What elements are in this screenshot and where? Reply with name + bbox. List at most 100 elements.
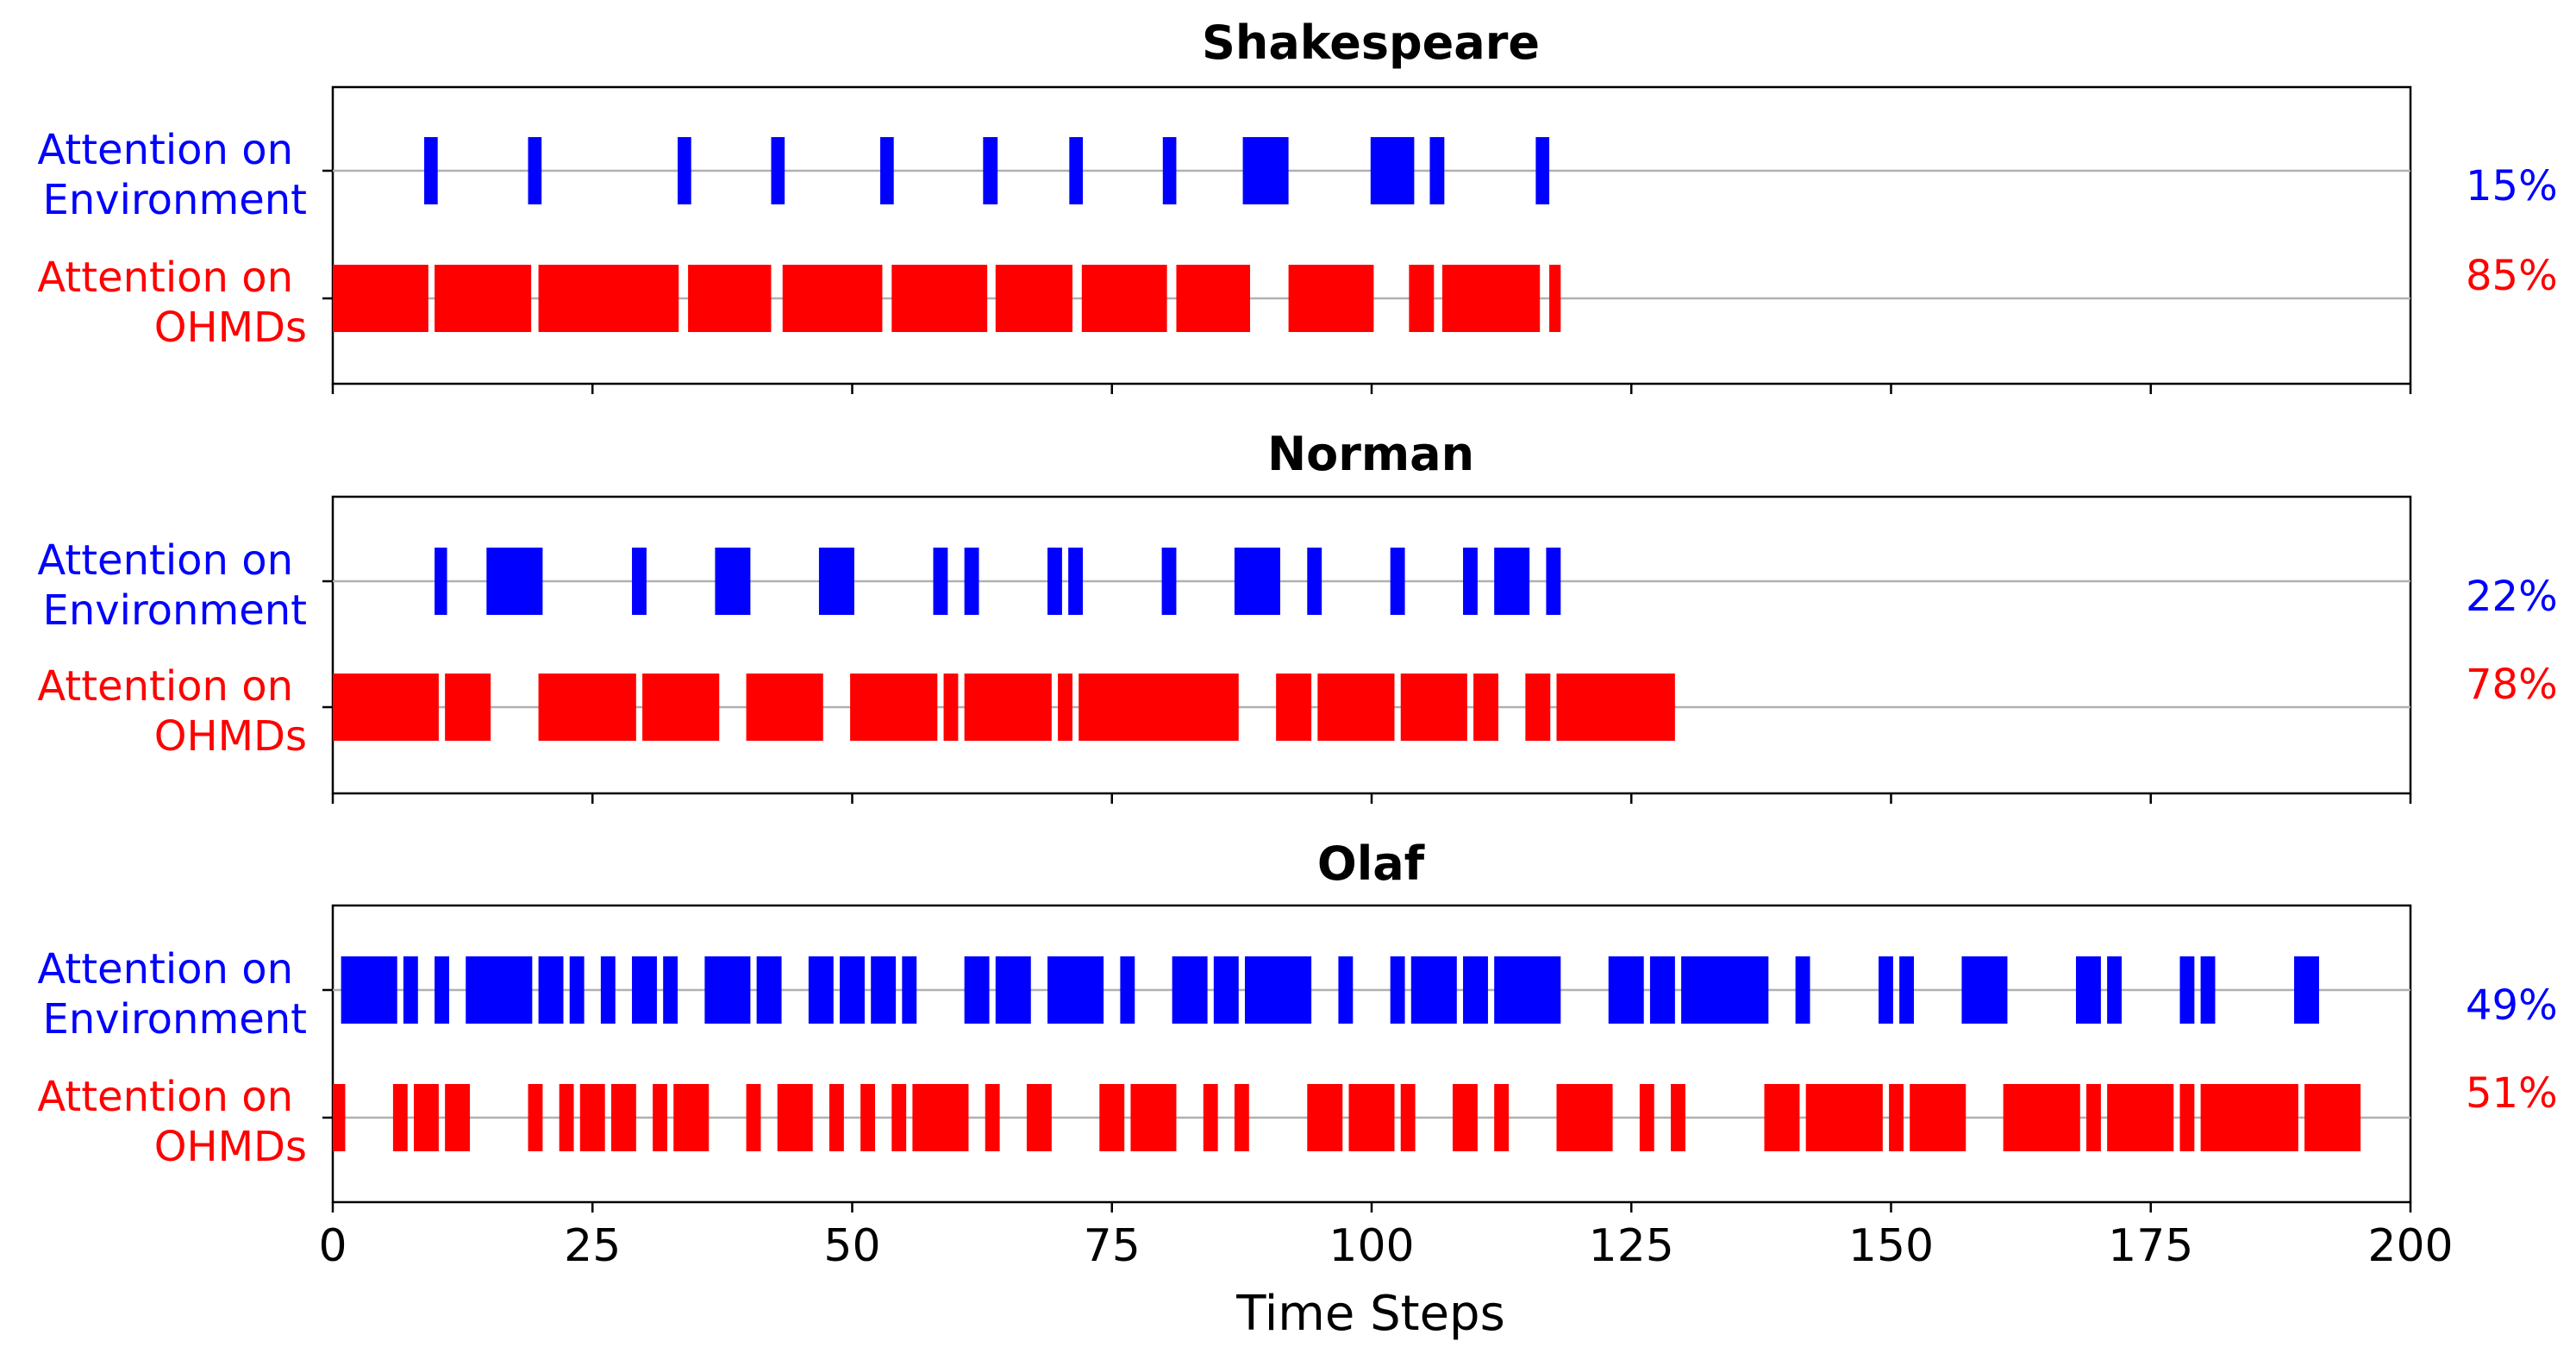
environment-interval-bar [632,956,657,1024]
environment-interval-bar [818,548,854,615]
environment-interval-bar [1162,137,1177,204]
row-label-environment-line2: Environment [43,176,308,224]
environment-bars [435,548,1561,615]
environment-interval-bar [1390,956,1405,1024]
environment-bars [341,956,2319,1024]
environment-interval-bar [1307,548,1322,615]
row-label-environment-line1: Attention on [37,126,293,174]
ohmds-percentage: 78% [2466,661,2558,709]
ohmds-percentage: 85% [2466,252,2558,300]
ohmds-interval-bar [528,1084,543,1151]
ohmds-interval-bar [333,1084,346,1151]
ohmds-interval-bar [912,1084,969,1151]
ohmds-percentage: 51% [2466,1069,2558,1118]
plot-frame [331,904,2412,1204]
ohmds-interval-bar [445,1084,471,1151]
environment-interval-bar [1242,137,1289,204]
x-ticks [331,384,2412,394]
environment-interval-bar [983,137,998,204]
ohmds-interval-bar [2003,1084,2080,1151]
environment-interval-bar [1161,548,1177,615]
ohmds-interval-bar [673,1084,710,1151]
ohmds-interval-bar [538,265,679,332]
environment-interval-bar [1213,956,1239,1024]
ohmds-interval-bar [777,1084,813,1151]
ohmds-interval-bar [1276,674,1312,741]
ohmds-interval-bar [435,265,532,332]
environment-interval-bar [486,548,543,615]
row-label-environment-line1: Attention on [37,536,293,585]
ohmds-interval-bar [782,265,883,332]
environment-interval-bar [466,956,533,1024]
x-tick-labels: 0 25 50 75 100 125 150 175 200 [318,1220,2453,1272]
environment-interval-bar [1172,956,1208,1024]
environment-interval-bar [902,956,917,1024]
ohmds-interval-bar [746,1084,761,1151]
environment-interval-bar [704,956,751,1024]
panel-title: Olaf [1317,837,1425,891]
x-tick-label: 0 [318,1220,347,1272]
x-ticks [331,793,2412,804]
ohmds-bars [333,674,1675,741]
ohmds-interval-bar [538,674,636,741]
ohmds-interval-bar [1317,674,1395,741]
ohmds-interval-bar [1494,1084,1510,1151]
ohmds-bars [333,1084,2361,1151]
x-tick-label: 125 [1589,1220,1674,1272]
environment-interval-bar [663,956,678,1024]
environment-interval-bar [2107,956,2123,1024]
environment-interval-bar [995,956,1031,1024]
ohmds-interval-bar [985,1084,1000,1151]
row-label-environment-line1: Attention on [37,945,293,993]
environment-bars [424,137,1550,204]
environment-interval-bar [840,956,865,1024]
x-tick-label: 100 [1329,1220,1414,1272]
ohmds-interval-bar [1234,1084,1249,1151]
environment-interval-bar [1047,548,1062,615]
ohmds-interval-bar [1176,265,1251,332]
panel-title: Shakespeare [1202,16,1540,70]
environment-interval-bar [808,956,834,1024]
environment-interval-bar [1338,956,1354,1024]
row-label-environment-line2: Environment [43,995,308,1043]
ohmds-interval-bar [392,1084,408,1151]
ohmds-interval-bar [333,674,439,741]
ohmds-interval-bar [1348,1084,1395,1151]
row-label-environment-line2: Environment [43,586,308,635]
environment-interval-bar [1961,956,2008,1024]
row-label-ohmds-line1: Attention on [37,254,293,302]
panel-norman: Norman Attention on Environment Attentio… [37,427,2558,804]
environment-interval-bar [1494,548,1530,615]
environment-interval-bar [933,548,948,615]
environment-interval-bar [2200,956,2216,1024]
row-label-ohmds-line2: OHMDs [154,1123,307,1171]
ohmds-interval-bar [559,1084,574,1151]
environment-interval-bar [1244,956,1312,1024]
ohmds-bars [333,265,1561,332]
ohmds-interval-bar [333,265,428,332]
ohmds-interval-bar [2179,1084,2195,1151]
environment-interval-bar [1649,956,1675,1024]
environment-interval-bar [2294,956,2319,1024]
ohmds-interval-bar [1764,1084,1800,1151]
environment-interval-bar [880,137,894,204]
environment-interval-bar [1681,956,1769,1024]
environment-interval-bar [1410,956,1457,1024]
ohmds-interval-bar [1525,674,1551,741]
ohmds-interval-bar [2107,1084,2174,1151]
plot-frame [331,85,2412,385]
ohmds-interval-bar [943,674,959,741]
environment-interval-bar [1047,956,1104,1024]
ohmds-interval-bar [1400,1084,1416,1151]
ohmds-interval-bar [860,1084,876,1151]
ohmds-interval-bar [688,265,772,332]
ohmds-interval-bar [1307,1084,1343,1151]
x-tick-label: 25 [564,1220,621,1272]
environment-interval-bar [1494,956,1561,1024]
environment-interval-bar [1120,956,1135,1024]
environment-interval-bar [1463,956,1488,1024]
ohmds-interval-bar [2304,1084,2361,1151]
ohmds-interval-bar [891,1084,907,1151]
environment-interval-bar [1429,137,1445,204]
ohmds-interval-bar [850,674,938,741]
